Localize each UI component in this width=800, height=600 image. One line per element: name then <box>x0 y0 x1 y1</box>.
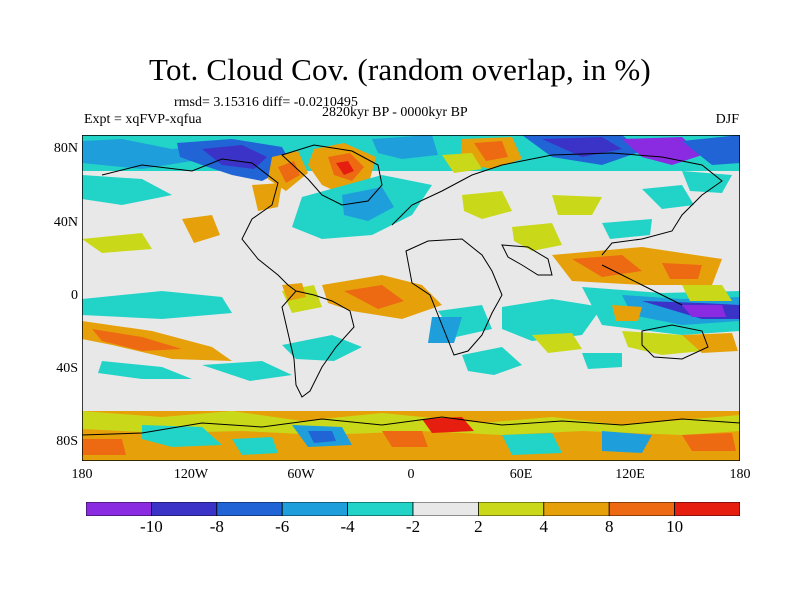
lon-label-0: 0 <box>407 467 415 482</box>
coastlines <box>82 144 740 436</box>
colorbar-tick-label: 4 <box>539 517 549 536</box>
colorbar-box <box>674 502 740 516</box>
colorbar <box>86 502 740 516</box>
northern-midlat-anomalies <box>82 171 732 253</box>
colorbar-tick-label: 8 <box>604 517 614 536</box>
lon-label-120w: 120W <box>173 467 209 482</box>
stats-line: rmsd= 3.15316 diff= -0.0210495 <box>174 95 358 110</box>
colorbar-tick-label: 2 <box>474 517 483 536</box>
colorbar-box <box>347 502 414 516</box>
antarctic-anomalies <box>82 411 740 461</box>
cloud-cover-map <box>82 135 740 461</box>
colorbar-box <box>151 502 218 516</box>
lat-label-80s: 80S <box>56 434 78 449</box>
lon-label-180w: 180 <box>71 467 93 482</box>
colorbar-box <box>477 502 545 516</box>
tropical-anomalies <box>82 247 740 343</box>
period-label: 2820kyr BP - 0000kyr BP <box>322 105 468 120</box>
colorbar-tick-label: -6 <box>275 517 290 536</box>
lon-label-180e: 180 <box>729 467 751 482</box>
colorbar-tick-label: -2 <box>405 517 421 536</box>
season-label: DJF <box>715 112 739 127</box>
colorbar-box <box>608 502 676 516</box>
colorbar-tick-label: -10 <box>140 517 163 536</box>
lon-label-120e: 120E <box>615 467 645 482</box>
lat-label-0: 0 <box>71 288 78 303</box>
lon-label-60w: 60W <box>287 467 315 482</box>
colorbar-tick-label: -4 <box>340 517 355 536</box>
colorbar-box <box>543 502 610 516</box>
lat-label-40s: 40S <box>56 361 78 376</box>
southern-midlat-anomalies <box>82 321 738 381</box>
colorbar-box <box>412 502 479 516</box>
colorbar-tick-label: -8 <box>209 517 224 536</box>
colorbar-tick-label: 10 <box>666 517 684 536</box>
colorbar-box <box>86 502 152 516</box>
experiment-label: Expt = xqFVP-xqfua <box>84 112 202 127</box>
colorbar-box <box>216 502 283 516</box>
lat-label-80n: 80N <box>53 141 78 156</box>
colorbar-box <box>281 502 348 516</box>
map-title: Tot. Cloud Cov. (random overlap, in %) <box>149 52 651 87</box>
lat-label-40n: 40N <box>53 215 78 230</box>
lon-label-60e: 60E <box>509 467 533 482</box>
